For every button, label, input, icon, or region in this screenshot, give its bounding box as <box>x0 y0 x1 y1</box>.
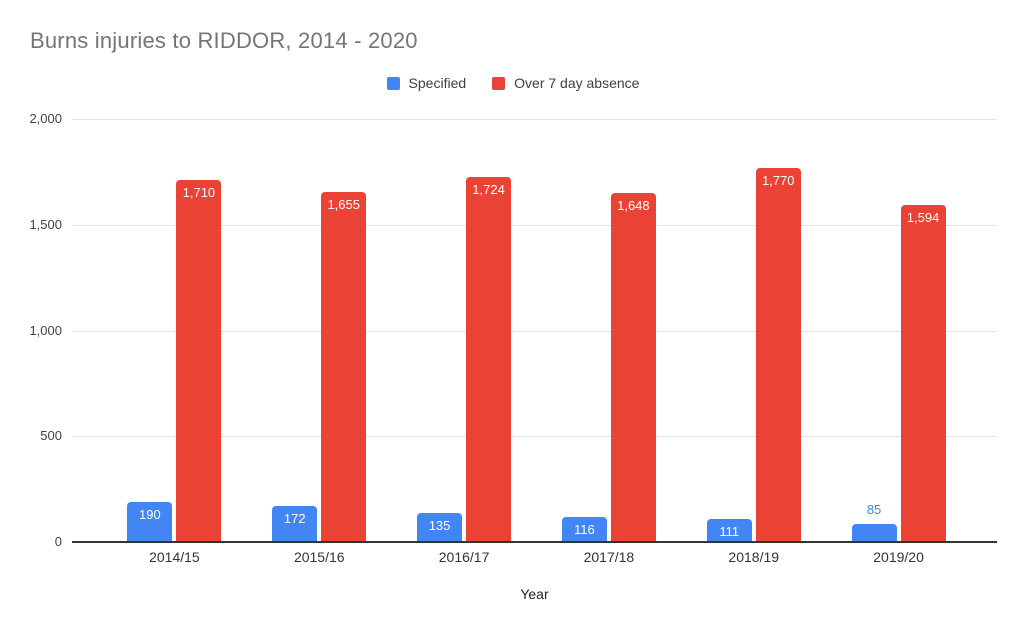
bar-specified-2018-19[interactable]: 111 <box>706 519 752 542</box>
bar-value-label: 1,648 <box>617 198 650 213</box>
x-axis: 2014/15 2015/16 2016/17 2017/18 2018/19 2019/… <box>72 549 997 565</box>
bar-over-7-day-absence-2015-16[interactable]: 1,655 <box>321 192 367 542</box>
bar-value-label: 1,710 <box>182 185 216 200</box>
plot-area: 190 1,710 172 1,655 135 1,724 116 1,648 111 1,770… <box>72 119 997 543</box>
bar-over-7-day-absence-2017-18[interactable]: 1,648 <box>610 193 656 542</box>
bar-over-7-day-absence-2014-15[interactable]: 1,710 <box>176 180 222 542</box>
bars-row: 190 1,710 172 1,655 135 1,724 116 1,648 111 1,770… <box>72 119 997 542</box>
bar-value-label: 1,655 <box>327 197 360 212</box>
bar-group-2014-15: 190 1,710 <box>102 119 247 542</box>
bar-value-label: 1,594 <box>906 210 940 225</box>
y-tick-label: 1,500 <box>29 216 62 232</box>
bar-group-2015-16: 172 1,655 <box>247 119 392 542</box>
legend-item-over-7-day-absence[interactable]: Over 7 day absence <box>492 75 639 91</box>
bar-value-label: 135 <box>428 518 451 533</box>
legend-label: Over 7 day absence <box>514 75 640 91</box>
bar-over-7-day-absence-2016-17[interactable]: 1,724 <box>466 177 512 542</box>
gridline <box>72 330 997 332</box>
bar-specified-2019-20[interactable]: 85 <box>851 502 897 542</box>
bar-value-label: 116 <box>574 522 595 537</box>
legend-label: Specified <box>408 75 467 91</box>
gridline <box>72 119 997 120</box>
x-cat-label-2017-18: 2017/18 <box>583 549 635 565</box>
bar-over-7-day-absence-2018-19[interactable]: 1,770 <box>755 168 801 542</box>
bar-over-7-day-absence-2019-20[interactable]: 1,594 <box>900 205 946 542</box>
x-axis-title: Year <box>520 586 549 602</box>
y-tick-label: 500 <box>40 428 62 444</box>
bar-value-label: 172 <box>283 511 306 526</box>
gridline <box>72 224 997 226</box>
bar-group-2018-19: 111 1,770 <box>681 119 826 542</box>
legend-swatch-icon <box>492 76 506 90</box>
y-tick-label: 0 <box>54 534 62 549</box>
x-cat-label-2019-20: 2019/20 <box>873 549 924 565</box>
bar-specified-2017-18[interactable]: 116 <box>561 517 607 542</box>
gridline <box>72 436 997 438</box>
bar-value-label: 111 <box>719 524 740 539</box>
x-cat-label-2015-16: 2015/16 <box>293 549 345 565</box>
x-cat-label-2018-19: 2018/19 <box>728 549 780 565</box>
legend-swatch-icon <box>386 76 400 90</box>
bar-value-label: 190 <box>139 507 161 522</box>
legend: Specified Over 7 day absence <box>0 74 1026 92</box>
legend-item-specified[interactable]: Specified <box>386 75 467 91</box>
x-cat-label-2014-15: 2014/15 <box>149 549 200 565</box>
chart-title: Burns injuries to RIDDOR, 2014 - 2020 <box>30 28 418 53</box>
y-tick-label: 1,000 <box>29 322 62 338</box>
bar-specified-2015-16[interactable]: 172 <box>272 506 318 542</box>
x-cat-label-2016-17: 2016/17 <box>438 549 490 565</box>
y-tick-label: 2,000 <box>29 111 62 126</box>
bar-group-2016-17: 135 1,724 <box>392 119 537 542</box>
bar-value-label: 1,724 <box>472 182 505 197</box>
bar-specified-2016-17[interactable]: 135 <box>417 513 463 542</box>
bar-value-label: 85 <box>866 502 882 517</box>
bar-specified-2014-15[interactable]: 190 <box>127 502 173 542</box>
bar-group-2017-18: 116 1,648 <box>536 119 681 542</box>
bar-value-label: 1,770 <box>761 173 795 188</box>
bar-group-2019-20: 85 1,594 <box>826 119 971 542</box>
x-axis-line <box>72 541 997 543</box>
